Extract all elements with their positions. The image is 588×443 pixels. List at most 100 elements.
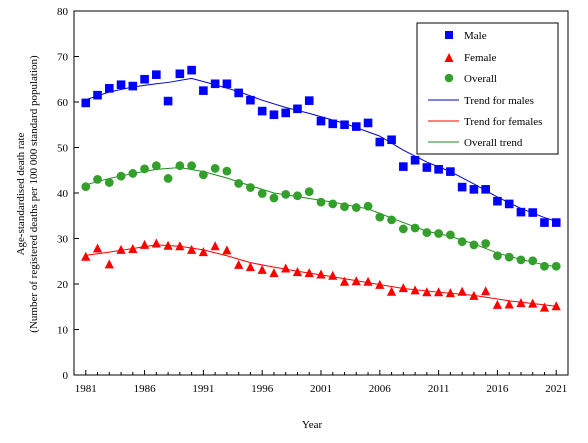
y-axis: 0 10 20 30 40 50 60 70 80 [57, 6, 79, 382]
male-point [328, 119, 338, 129]
overall-point [246, 183, 255, 192]
overall-point [469, 240, 479, 250]
overall-point [504, 252, 514, 262]
female-point [198, 247, 208, 257]
female-point [187, 244, 197, 254]
female-point [375, 279, 385, 289]
female-point [245, 262, 256, 272]
female-point [222, 245, 232, 255]
overall-point [481, 239, 491, 248]
male-point [81, 98, 91, 108]
male-point [399, 162, 408, 171]
female-point [386, 286, 397, 296]
female-point [175, 241, 185, 251]
overall-point [222, 166, 232, 176]
x-tick-label: 1986 [134, 383, 157, 395]
male-point [504, 199, 514, 209]
male-point [234, 88, 243, 98]
female-point [281, 263, 291, 273]
legend-box [416, 22, 559, 155]
female-point [516, 298, 526, 308]
female-point [339, 276, 350, 286]
male-point [493, 196, 502, 206]
female-point [269, 268, 279, 278]
male-point [516, 207, 526, 217]
y-tick-label: 60 [57, 97, 69, 109]
female-point [116, 244, 126, 254]
overall-point [175, 161, 185, 171]
legend-marker-overall [444, 73, 454, 83]
female-point [504, 299, 514, 309]
male-point [446, 167, 455, 176]
female-point [304, 268, 314, 278]
x-tick-label: 2016 [486, 383, 509, 395]
series-male [81, 65, 561, 227]
overall-point [387, 215, 396, 225]
y-tick-label: 50 [57, 143, 69, 155]
overall-point [128, 169, 138, 178]
overall-point [340, 202, 349, 212]
male-point [152, 70, 161, 79]
male-point [434, 165, 443, 174]
overall-point [540, 261, 549, 271]
female-point [328, 270, 338, 280]
male-point [140, 74, 149, 84]
y-tick-label: 10 [57, 325, 69, 337]
series-overall [81, 161, 561, 271]
female-point [151, 238, 161, 248]
male-point [316, 116, 326, 126]
male-point [104, 84, 114, 93]
overall-point [457, 237, 467, 247]
male-point [199, 86, 208, 95]
female-point [398, 283, 408, 293]
legend-marker-male [445, 31, 453, 39]
female-point [316, 269, 326, 279]
x-tick-label: 2021 [545, 383, 567, 395]
series-female [81, 238, 561, 312]
overall-point [410, 223, 420, 233]
overall-point [281, 189, 291, 199]
x-tick-label: 2006 [369, 383, 392, 395]
male-point [246, 95, 255, 105]
female-point [445, 288, 455, 298]
overall-point [293, 191, 302, 201]
female-point [139, 239, 150, 249]
male-point [375, 137, 385, 147]
male-point [551, 218, 561, 227]
overall-point [198, 170, 208, 180]
legend: Male Female Overall Trend for males Tren… [416, 22, 559, 155]
overall-point [328, 199, 338, 209]
legend-label-trend-overall: Overall trend [464, 137, 523, 149]
x-tick-label: 2011 [428, 383, 450, 395]
female-point [234, 259, 244, 269]
y-tick-label: 20 [57, 279, 69, 291]
female-point [551, 301, 561, 311]
female-point [469, 290, 479, 300]
y-tick-label: 70 [57, 52, 69, 64]
female-point [210, 241, 220, 251]
male-point [304, 96, 314, 105]
male-point [163, 96, 173, 106]
overall-point [81, 182, 91, 192]
female-point [539, 302, 550, 312]
female-point [163, 240, 173, 250]
y-tick-label: 0 [63, 370, 69, 382]
male-point [363, 118, 373, 128]
overall-point [187, 161, 197, 171]
y-axis-title-line2: (Number of registered deaths per 100 000… [28, 55, 40, 333]
female-point [92, 243, 103, 253]
female-point [292, 267, 303, 277]
overall-point [116, 171, 126, 181]
female-point [128, 243, 138, 253]
y-tick-label: 30 [57, 234, 69, 246]
y-tick-label: 40 [57, 188, 69, 200]
y-axis-title-line1: Age-standardised death rate [15, 132, 27, 255]
legend-label-trend-females: Trend for females [464, 116, 542, 128]
female-point [481, 286, 491, 296]
female-point [351, 276, 361, 286]
female-point [257, 264, 267, 274]
male-point [351, 122, 361, 131]
overall-point [434, 229, 444, 238]
legend-label-trend-males: Trend for males [464, 95, 534, 107]
